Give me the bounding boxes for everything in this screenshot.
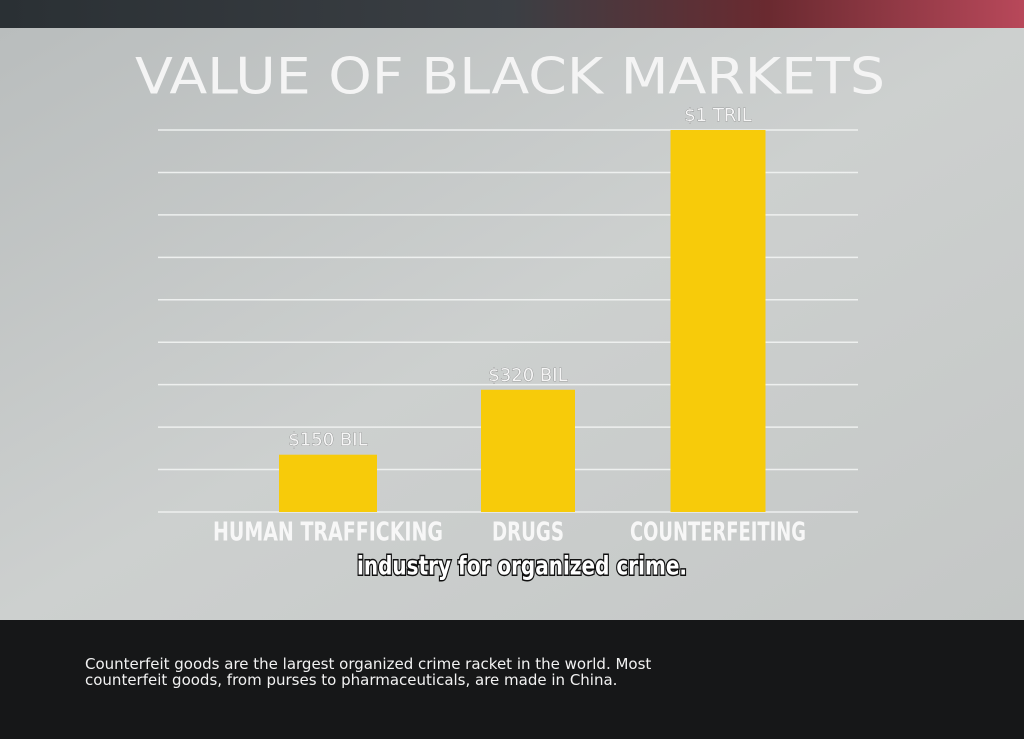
info-bar (0, 620, 1024, 739)
chart-panel (0, 28, 1024, 620)
bar (670, 130, 766, 512)
subtitle-caption: industry for organized crime. (357, 552, 687, 582)
description: Counterfeit goods are the largest organi… (85, 655, 652, 689)
value-label: $320 BIL (488, 365, 567, 386)
x-tick-label: HUMAN TRAFFICKING (213, 518, 443, 548)
bar (481, 389, 575, 512)
value-label: $150 BIL (288, 430, 367, 451)
x-tick-label: COUNTERFEITING (630, 518, 806, 548)
chart-title: VALUE OF BLACK MARKETS (135, 48, 885, 106)
value-label: $1 TRIL (684, 105, 751, 126)
top-band (0, 0, 1024, 32)
bar (279, 454, 377, 512)
x-tick-label: DRUGS (492, 518, 564, 548)
